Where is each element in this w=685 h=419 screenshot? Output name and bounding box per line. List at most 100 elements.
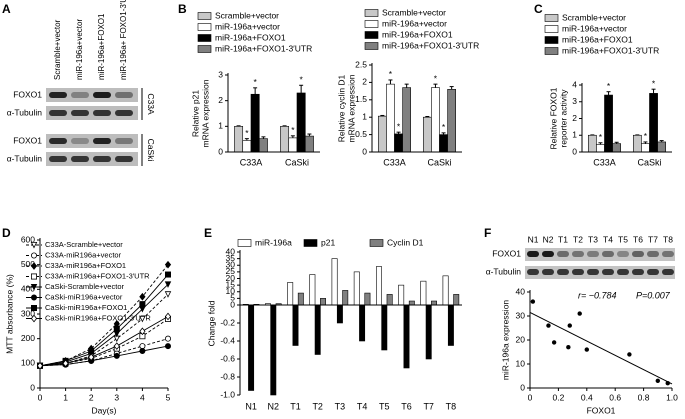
lane-label: N2 [543,234,554,244]
y-tick-label: 20 [226,273,236,283]
blot-band [93,138,111,144]
y-tick-label: 10 [226,286,236,296]
x-tick-label: 0 [528,392,533,402]
x-tick-label: C33A [383,157,406,167]
blot-band [115,110,133,116]
row-label: α-Tubulin [486,266,522,276]
legend-label: C33A-Scramble+vector [45,240,123,249]
significance-marker: * [442,122,446,132]
y-tick-label: 600 [21,234,35,244]
blot-band [93,92,111,98]
bar [336,304,343,324]
legend-label: miR-196a+FOXO1 [562,34,633,44]
blot-band [115,156,133,162]
bar [587,134,597,153]
point [30,304,37,311]
significance-marker: * [652,78,656,88]
y-axis-label: mRNA expression [346,74,356,142]
y-tick-label: 2 [218,95,223,105]
y-tick-label: 1 [218,121,223,131]
legend-label: CaSki-miR196a+FOXO1 [45,303,127,312]
bar [408,300,415,306]
panel-label: E [204,226,212,240]
legend-swatch [364,31,379,39]
y-tick-label: 4 [572,79,577,89]
bar [353,271,360,306]
blot-band [71,138,89,144]
point [164,343,171,350]
panel-label: C [534,2,543,16]
blot-band [617,269,629,275]
bar [420,280,427,306]
x-tick-label: 0.2 [552,392,564,402]
annotation: r= −0.784 [578,290,617,300]
legend-label: miR-196a+vector [382,18,447,28]
y-tick-label: 20 [516,334,526,344]
y-tick-label: 400 [21,284,35,294]
y-tick-label: 2.5 [355,59,367,69]
bar [402,87,412,153]
y-tick-label: 0 [230,299,235,309]
line [39,316,169,367]
legend-label: C33A-miR196a+FOXO1 [45,261,126,270]
legend-label: miR-196a+FOXO1-3′UTR [382,40,479,50]
legend-swatch [544,14,559,22]
x-tick-label: 5 [166,392,171,402]
blot-band [115,92,133,98]
cell-line-label: CaSki [146,139,156,162]
point [139,301,146,308]
y-tick-label: 15 [226,279,236,289]
point [30,252,37,259]
bar [632,134,642,153]
blot-band [49,92,67,98]
blot-band [49,110,67,116]
point [113,342,120,350]
panel-label: B [178,2,187,16]
bar [248,304,255,391]
blot-band [527,251,539,257]
point [139,347,146,354]
bar [386,83,395,153]
bar [425,304,432,360]
point [164,291,172,298]
x-tick-label: 0 [38,392,43,402]
significance-marker: * [599,132,603,142]
bar [359,304,366,342]
y-tick-label: -0.2 [220,317,235,327]
point [164,281,172,288]
blot-band [662,269,674,275]
point [584,347,589,352]
bar [287,282,294,306]
legend-swatch [544,36,559,44]
point [164,335,171,342]
blot-band [572,251,584,257]
blot-band [542,269,554,275]
x-tick-label: T4 [357,401,368,411]
bar [304,135,314,153]
y-tick-label: 0 [30,382,35,392]
legend-swatch [197,45,212,53]
bar [386,294,393,306]
line [39,274,169,367]
blot-band [93,110,111,116]
y-tick-label: 2 [362,77,367,87]
legend-swatch [364,42,379,50]
y-tick-label: 0.5 [355,129,367,139]
lane-label: T7 [648,234,658,244]
y-axis-label: mRNA expression [200,79,210,147]
x-tick-label: 0.6 [609,392,621,402]
blot-strip [46,88,138,102]
y-tick-label: 30 [516,310,526,320]
legend-swatch [197,12,212,20]
bar [403,304,410,369]
y-tick-label: 100 [21,358,35,368]
x-tick-label: C33A [240,157,263,167]
y-tick-label: 0 [218,146,223,156]
legend-label: C33A-miR196a+vector [45,250,122,259]
legend-swatch [544,25,559,33]
blot-band [572,269,584,275]
blot-strip [46,152,138,166]
legend-label: CaSki-miR196a+vector [45,292,123,301]
lane-label: T2 [573,234,583,244]
legend-label: miR-196a+vector [215,21,280,31]
